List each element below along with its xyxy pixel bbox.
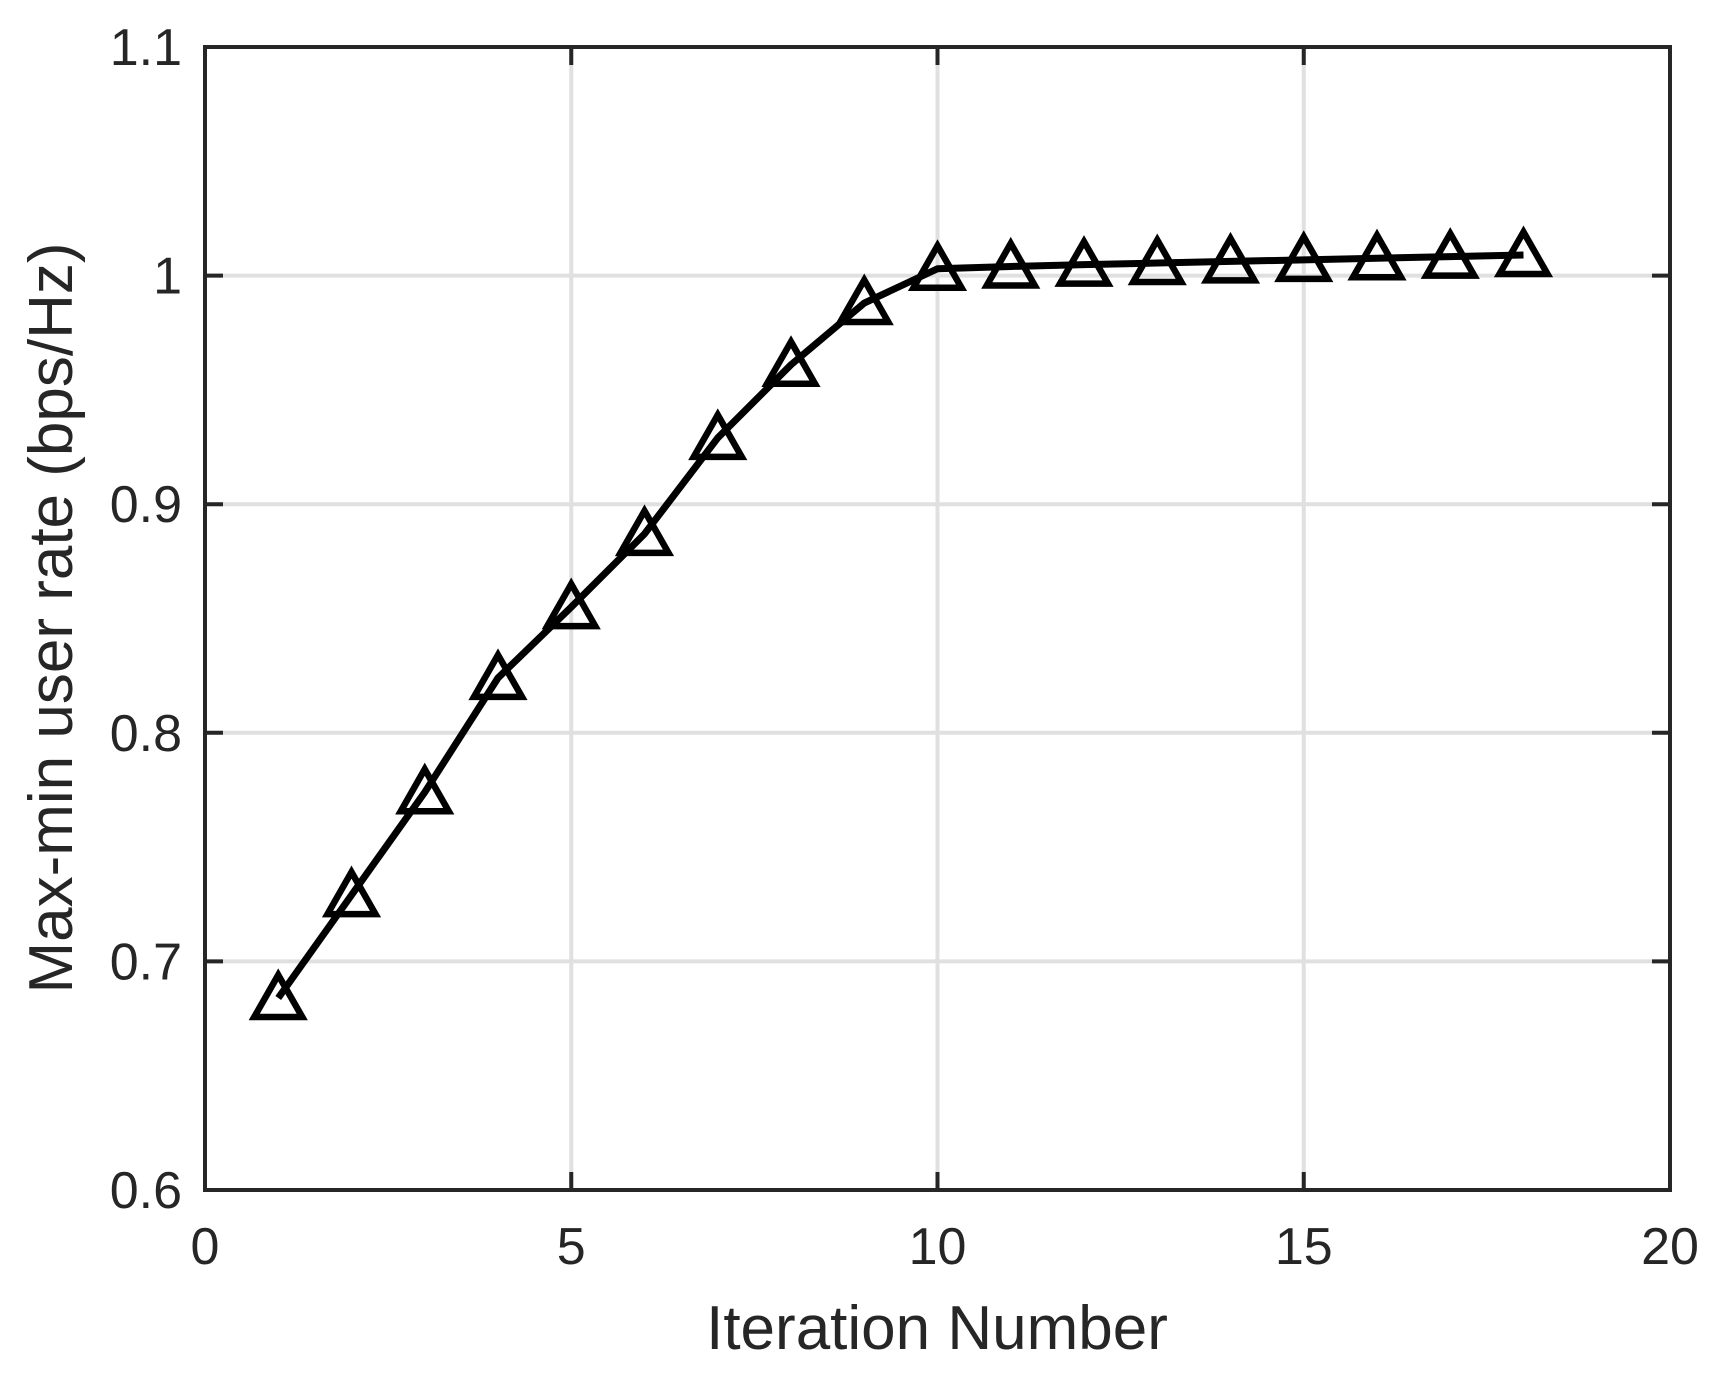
x-tick-label: 10 [909,1218,967,1276]
x-tick-label: 5 [557,1218,586,1276]
data-line [275,251,1524,1001]
y-tick-label: 1 [153,248,182,306]
y-tick-label: 0.6 [110,1162,182,1220]
triangle-marker [688,408,748,461]
y-tick-label: 0.9 [110,476,182,534]
triangle-marker [1054,235,1114,287]
y-tick-label: 1.1 [110,19,182,77]
triangle-marker [248,968,308,1021]
triangle-marker [541,577,601,630]
data-series-layer [248,225,1554,1021]
triangle-marker [395,762,455,815]
triangle-marker [981,236,1041,289]
triangle-marker [614,504,675,557]
triangle-marker [1347,228,1407,281]
y-tick-label: 0.7 [110,933,182,991]
triangle-marker [1200,231,1261,284]
axis-layer [203,45,1672,1192]
triangle-marker [468,648,528,701]
x-tick-label: 15 [1275,1218,1333,1276]
triangle-marker [1274,230,1334,283]
x-tick-label: 0 [191,1218,220,1276]
x-axis-label: Iteration Number [706,1294,1168,1363]
triangle-marker [1127,233,1187,286]
y-axis-label: Max-min user rate (bps/Hz) [17,242,86,993]
triangle-marker [834,273,894,326]
x-tick-label: 20 [1641,1218,1699,1276]
triangle-marker [907,239,968,291]
y-tick-label: 0.8 [110,705,182,763]
triangle-marker [1493,225,1554,278]
tick-label-layer: 0 5 10 15 20 0.6 0.7 0.8 0.9 1 1.1 [110,19,1699,1276]
triangle-marker [761,335,821,388]
triangle-marker [1420,227,1480,279]
triangle-marker [321,865,382,918]
grid-layer [205,47,1670,1190]
